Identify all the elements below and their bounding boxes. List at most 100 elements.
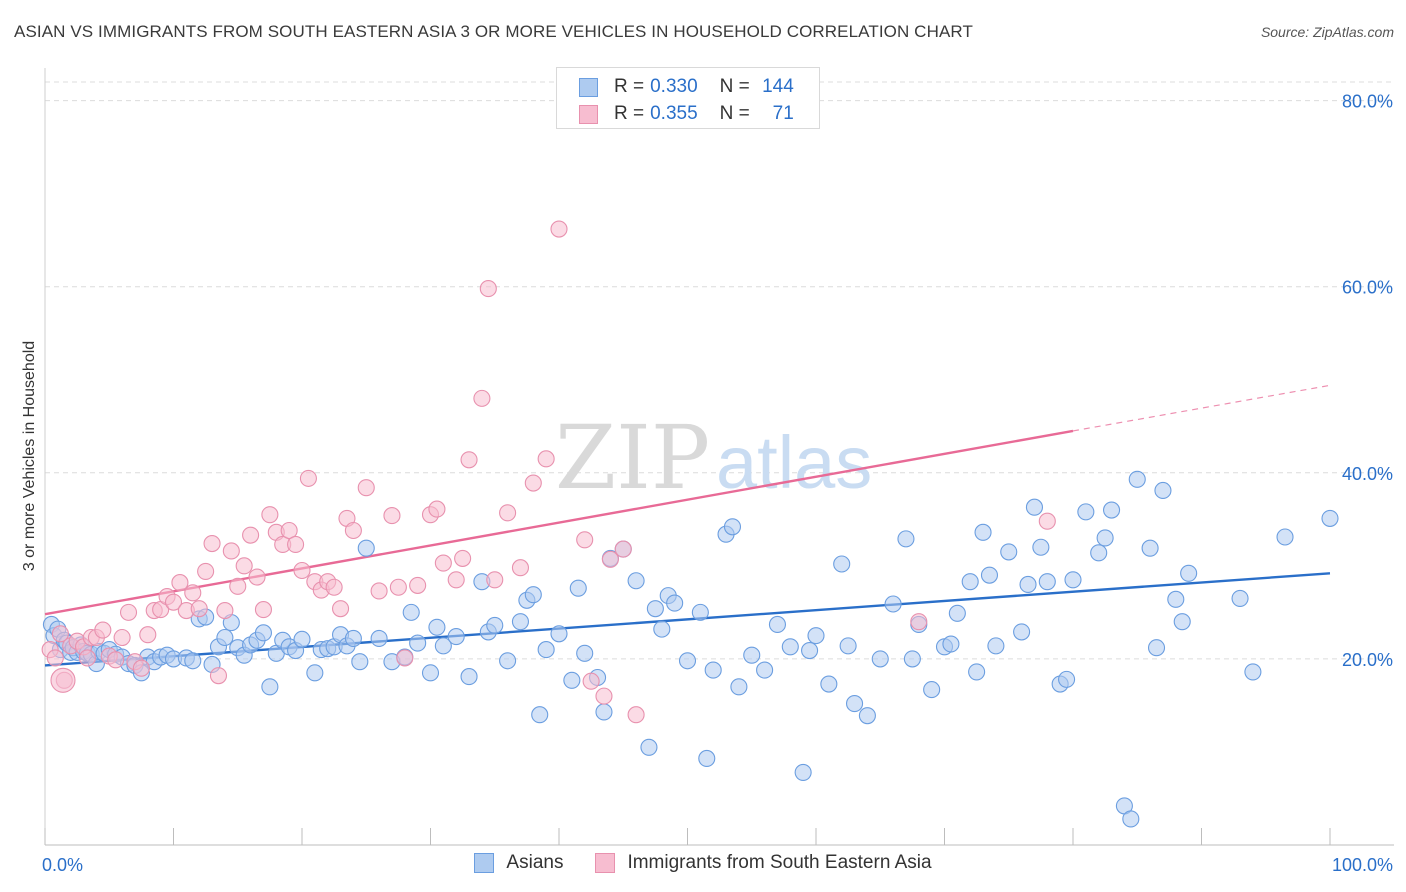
immigrants-point [287, 535, 305, 554]
correlation-legend: R = 0.330 N = 144 R = 0.355 N = 71 [556, 67, 820, 129]
asians-point [845, 695, 864, 713]
y-tick-labels: 20.0% 40.0% 60.0% 80.0% [1342, 92, 1393, 670]
asians-point [897, 530, 915, 548]
asians-point [1321, 509, 1339, 527]
asians-point [974, 523, 992, 541]
asians-point [820, 675, 838, 693]
immigrants-point [396, 649, 414, 667]
immigrants-point [50, 667, 76, 693]
immigrants-point [203, 534, 221, 553]
immigrants-point [248, 568, 266, 586]
axes [44, 68, 1394, 846]
immigrants-point [119, 603, 138, 621]
immigrants-point [344, 521, 362, 540]
legend-n-label: N = [719, 103, 750, 124]
immigrants-point [107, 651, 125, 669]
asians-point [1173, 613, 1191, 631]
legend-swatch-asians [579, 77, 598, 97]
immigrants-point [94, 621, 112, 639]
asians-point [1180, 564, 1198, 582]
asians-point [1064, 571, 1082, 589]
series-legend: Asians Immigrants from South Eastern Asi… [0, 852, 1406, 874]
legend-n-value: 144 [762, 76, 794, 97]
y-axis-title: 3 or more Vehicles in Household [21, 340, 38, 572]
immigrants-point [627, 706, 645, 724]
immigrants-point [428, 500, 446, 518]
asians-point [1038, 573, 1056, 591]
legend-r-value: 0.330 [650, 76, 698, 97]
immigrants-point [595, 687, 613, 705]
asians-point [499, 652, 517, 670]
immigrants-point [409, 576, 427, 594]
asians-point [1122, 810, 1140, 828]
asians-point [980, 566, 999, 584]
immigrants-point [582, 672, 600, 690]
immigrants-point [209, 667, 228, 685]
asians-point [421, 664, 440, 682]
immigrants-point [216, 601, 234, 620]
asians-point [1000, 543, 1018, 561]
immigrants-point [254, 601, 273, 619]
asians-point [511, 613, 530, 631]
asians-point [1032, 538, 1050, 556]
y-tick-label: 20.0% [1342, 650, 1393, 670]
asians-point [531, 706, 549, 724]
asians-point [730, 678, 748, 696]
immigrants-point [229, 577, 247, 595]
asians-point [948, 604, 966, 622]
asians-point [447, 628, 465, 646]
asians-point [968, 663, 986, 681]
asians-point [486, 616, 504, 634]
legend-swatch-immigrants [595, 853, 616, 873]
asians-point [653, 620, 671, 638]
asians-point [261, 678, 279, 696]
legend-r-value: 0.355 [650, 103, 698, 124]
immigrants-point [460, 451, 478, 469]
asians-point [1276, 528, 1294, 546]
x-tick-label-min: 0.0% [42, 855, 83, 875]
asians-point [254, 624, 273, 642]
immigrants-point [454, 549, 472, 567]
immigrants-point [171, 574, 189, 592]
asians-point [1154, 481, 1172, 500]
asians-point [595, 703, 613, 721]
immigrants-point [293, 561, 311, 580]
immigrants-point [473, 389, 491, 407]
asians-point [923, 681, 941, 699]
legend-item-asians: Asians [474, 852, 563, 874]
asians-point [550, 625, 568, 643]
watermark-zip: ZIP [555, 406, 710, 509]
asians-point [884, 595, 902, 613]
asians-point [1167, 590, 1185, 608]
immigrants-point [190, 600, 208, 618]
immigrants-point [164, 593, 183, 611]
immigrants-point [261, 506, 279, 524]
immigrants-point [389, 578, 407, 596]
asians-point [184, 652, 202, 670]
asians-point [1244, 663, 1262, 681]
immigrants-point [46, 649, 64, 667]
asians-point [1025, 498, 1043, 516]
asians-point [640, 738, 658, 756]
source-label: Source: ZipAtlas.com [1260, 24, 1394, 40]
legend-row-asians: R = 0.330 N = 144 [579, 76, 794, 98]
asians-point [434, 637, 452, 655]
asians-point [402, 603, 420, 621]
asians-point [293, 630, 311, 648]
immigrants-point [910, 613, 928, 631]
immigrants-point [242, 526, 260, 544]
immigrants-point [434, 554, 452, 572]
asians-point [524, 586, 542, 604]
asians-point [216, 628, 234, 647]
asians-point [1019, 575, 1037, 594]
asians-point [942, 635, 960, 653]
y-tick-label: 60.0% [1342, 278, 1393, 298]
immigrants-point [280, 521, 298, 540]
asians-point [428, 618, 446, 636]
asians-point [839, 637, 857, 655]
asians-point [1013, 623, 1031, 641]
legend-item-immigrants: Immigrants from South Eastern Asia [595, 852, 932, 874]
legend-r-label: R = [614, 76, 645, 97]
trend-lines [44, 384, 1331, 667]
